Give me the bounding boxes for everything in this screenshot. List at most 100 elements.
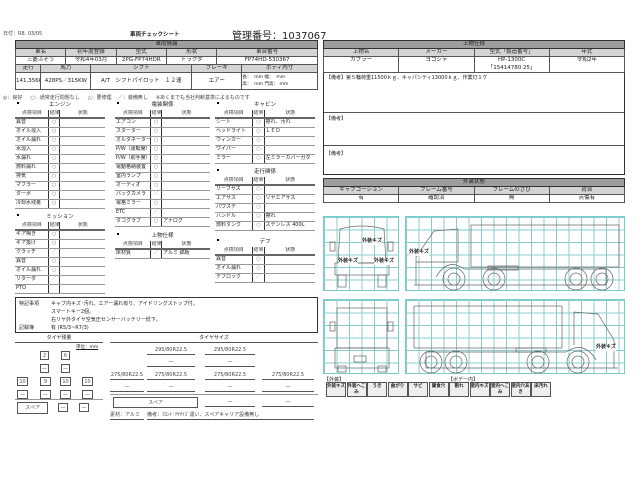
check-item: エアサス [215, 194, 252, 204]
check-item: ハンドル [215, 212, 252, 222]
check-item: オイル混入 [15, 127, 49, 137]
check-row: 床材質／アルミ 縞板 [115, 249, 210, 259]
section-running: 走行関係 点検項目 結果 状態 リーフサス ○ エアサス ○ リヤエアサス パワステ ○ ハンドル ○ 擦… [215, 168, 315, 231]
h-shift: シフト [90, 64, 193, 73]
check-result: ○ [47, 239, 60, 249]
tire-remain: 9 [40, 377, 51, 386]
vehicle-info-title: 車両情報 [15, 40, 318, 49]
control-number: 管理番号：1037067 [232, 31, 327, 42]
v-name: 三菱ふそう [14, 56, 67, 65]
v-body-dims: 長： mm 幅： mm 高： mm 門高： mm [241, 72, 318, 90]
check-row: オーディオ ○ [115, 181, 210, 191]
damage-type-button[interactable]: 曲がり [387, 382, 408, 397]
damage-type-button[interactable]: 外装キズ [326, 382, 346, 397]
check-item: オイル漏れ [15, 266, 49, 276]
section-title: キャビン [215, 101, 315, 110]
check-row: オルタネーター ○ [115, 136, 210, 146]
check-item: P/W（運転席） [115, 145, 151, 155]
tire-size: 275/80R22.5 [110, 372, 144, 380]
check-status [161, 190, 210, 200]
damage-type-button[interactable]: サビ [408, 382, 428, 397]
check-status [59, 266, 105, 276]
check-item: スターター [115, 127, 151, 137]
v-bed: 点傷有 [548, 194, 626, 203]
check-result: ○ [251, 194, 265, 204]
diagram-front[interactable]: 外装キズ 外装キズ 外装キズ [323, 216, 399, 291]
tire-remain: — [61, 364, 70, 373]
check-status [161, 154, 210, 164]
v-model: 2PG-FP74HDR [115, 56, 167, 65]
check-result: ／ [149, 208, 163, 218]
column-header: 点検項目 [15, 222, 49, 231]
check-row: 冷却水残量 ○ [15, 199, 105, 209]
check-result: ○ [251, 264, 265, 274]
damage-type-button[interactable]: 外装へこみ [346, 382, 367, 397]
check-row: ハンドル ○ 擦れ [215, 212, 315, 222]
tire-size: — [147, 383, 195, 392]
tire-remain: — [40, 364, 49, 373]
column-header: 結果 [251, 247, 265, 256]
damage-type-button[interactable]: 室内穴あき [510, 382, 531, 397]
v-frame-no: 確認済 [398, 194, 475, 203]
tire-remain-fr: 6 [61, 351, 70, 360]
column-header: 点検項目 [215, 247, 252, 256]
tire-size: — [262, 383, 314, 392]
check-result: ○ [251, 221, 265, 231]
load-spec-title: 上物仕様 [323, 40, 625, 49]
damage-type-button[interactable]: うき [367, 382, 387, 397]
tire-size: 275/80R22.5 [205, 371, 255, 380]
diagram-left-side[interactable]: 外装キズ [405, 216, 625, 291]
check-status [59, 239, 105, 249]
tire-remain: — [40, 390, 51, 399]
damage-type-button[interactable]: 床汚れ [531, 382, 551, 397]
check-result: ○ [149, 199, 163, 209]
tire-size: 275/80R22.5 [147, 371, 195, 380]
special-notes: 特記事項 キャブ内キズ･汚れ、エアー漏れ有り、アイドリングストップ付。 スマートキ… [15, 297, 318, 333]
damage-type-button[interactable]: 腐食穴 [428, 382, 449, 397]
check-item: バックカメラ [115, 190, 151, 200]
spare-size-label: スペア [113, 397, 198, 408]
damage-mark: 外装キズ [362, 238, 383, 245]
check-result: ○ [251, 127, 265, 137]
tire-remain: 10 [82, 377, 93, 386]
check-status [59, 199, 105, 209]
tire-remain: — [82, 390, 93, 399]
check-item: 水漏れ [15, 154, 49, 164]
damage-type-button[interactable]: 割れ [449, 382, 469, 397]
check-status [161, 208, 210, 218]
check-row: デフロック／ [215, 273, 315, 283]
check-status [264, 203, 315, 213]
check-item: ETC [115, 208, 151, 218]
damage-type-button[interactable]: 室内へこみ [490, 382, 510, 397]
diagram-rear[interactable] [323, 299, 399, 374]
v-cab-caution: 有 [322, 194, 400, 203]
damage-type-button[interactable]: 室内キズ [469, 382, 490, 397]
check-item: パワステ [215, 203, 252, 213]
check-item: 異音 [215, 255, 252, 265]
h-cab-caution: キャブコーション [322, 186, 400, 195]
check-item: タコグラフ [115, 217, 151, 227]
check-item: オーディオ [115, 181, 151, 191]
check-row: 電動格納装置 ○ [115, 163, 210, 173]
check-result: ／ [47, 275, 60, 285]
spare-remain-label: スペア [17, 402, 48, 414]
check-row: バックカメラ／ [115, 190, 210, 200]
remark-1: 【備考】第５輪荷重11500ｋｇ、キャパシティ13000ｋｇ、作業灯１ケ [326, 75, 488, 81]
check-status [59, 163, 105, 173]
truck-front-icon [329, 225, 394, 288]
h-model: 型式 [115, 48, 167, 57]
diagram-right-side[interactable]: 外装キズ [405, 299, 625, 374]
check-status [161, 172, 210, 182]
check-result: ／ [251, 273, 265, 283]
h-brake: ブレーキ [191, 64, 243, 73]
check-status [59, 181, 105, 191]
check-row: 室内ランプ ○ [115, 172, 210, 182]
check-item: デフロック [215, 273, 252, 283]
column-header: 状態 [161, 241, 210, 250]
check-row: ETC ／ [115, 208, 210, 218]
check-item: 冷却水残量 [15, 199, 49, 209]
check-row: リターダ／ [15, 275, 105, 285]
section-title: ミッション [15, 213, 105, 222]
check-row: オイル漏れ ○ [15, 136, 105, 146]
check-status [264, 264, 315, 274]
